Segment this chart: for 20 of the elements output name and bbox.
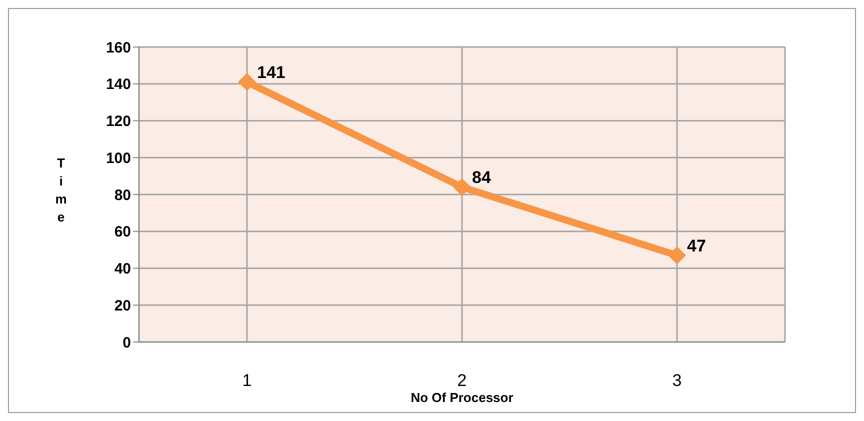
y-tick-label: 0 — [122, 334, 131, 352]
y-tick-label: 60 — [114, 224, 131, 241]
point — [668, 246, 686, 264]
point — [453, 178, 471, 196]
x-tick-label: 3 — [672, 371, 682, 390]
y-axis-title: Time — [55, 156, 67, 224]
data-label: 84 — [472, 168, 492, 188]
y-tick-label: 120 — [106, 113, 131, 130]
x-axis-title: No Of Processor — [410, 390, 514, 405]
x-tick-label: 2 — [457, 371, 467, 390]
point — [238, 73, 256, 92]
data-label: 141 — [257, 63, 286, 82]
y-tick-label: 80 — [114, 186, 131, 204]
x-tick-label: 1 — [242, 371, 252, 390]
data-label: 47 — [687, 236, 706, 256]
y-tick-label: 100 — [106, 150, 131, 167]
y-tick-label: 40 — [114, 260, 131, 278]
y-tick-label: 20 — [114, 297, 131, 314]
y-tick-label: 160 — [106, 39, 131, 56]
y-tick-label: 140 — [106, 76, 131, 94]
